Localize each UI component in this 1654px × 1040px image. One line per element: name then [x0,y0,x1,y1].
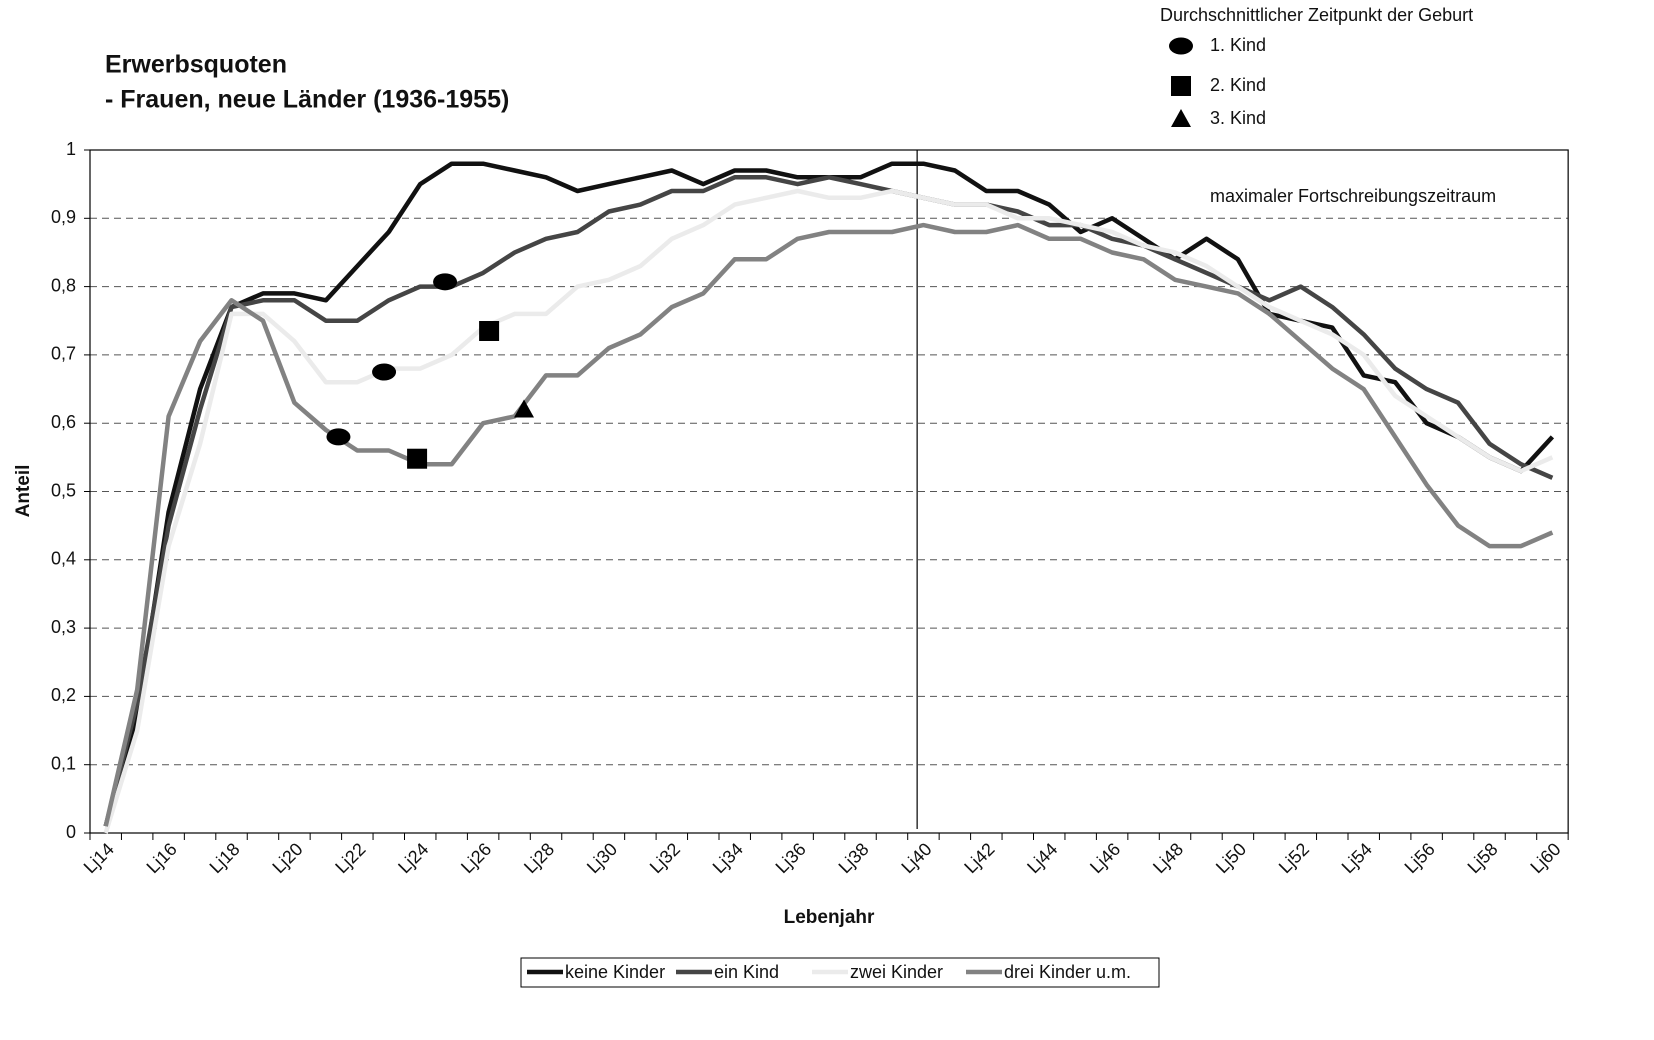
birth-legend-label: 2. Kind [1210,75,1266,95]
birth-legend-symbol [1171,109,1191,127]
x-tick-label: Lj60 [1526,839,1564,877]
y-tick-label: 0,9 [51,207,76,227]
y-tick-label: 0,8 [51,275,76,295]
legend-label: keine Kinder [565,962,665,982]
birth-marker [372,363,397,381]
legend-label: zwei Kinder [850,962,943,982]
birth-marker [433,273,458,291]
y-tick-label: 0,6 [51,412,76,432]
y-tick-label: 0,5 [51,480,76,500]
x-tick-label: Lj40 [897,839,935,877]
y-tick-label: 1 [66,139,76,159]
legend-label: drei Kinder u.m. [1004,962,1131,982]
x-tick-label: Lj50 [1212,839,1250,877]
x-tick-label: Lj44 [1023,839,1061,877]
series-line [103,188,1554,834]
birth-legend-symbol [1171,76,1191,96]
x-tick-label: Lj56 [1401,839,1439,877]
x-tick-label: Lj54 [1338,839,1376,877]
birth-marker [479,320,500,341]
x-tick-label: Lj18 [206,839,244,877]
x-axis-label: Lebenjahr [784,907,875,928]
x-tick-label: Lj28 [520,839,558,877]
birth-legend-label: 3. Kind [1210,108,1266,128]
birth-marker [407,448,428,469]
y-tick-label: 0,4 [51,549,76,569]
x-tick-label: Lj36 [772,839,810,877]
x-tick-label: Lj32 [646,839,684,877]
y-tick-label: 0,3 [51,617,76,637]
x-tick-label: Lj48 [1149,839,1187,877]
vline-label: maximaler Fortschreibungszeitraum [1210,186,1496,206]
x-tick-label: Lj46 [1086,839,1124,877]
y-tick-label: 0 [66,822,76,842]
x-tick-label: Lj30 [583,839,621,877]
x-tick-label: Lj22 [331,839,369,877]
x-tick-label: Lj52 [1275,839,1313,877]
x-tick-label: Lj20 [268,839,306,877]
legend-label: ein Kind [714,962,779,982]
birth-legend-symbol [1169,37,1193,55]
birth-legend-title: Durchschnittlicher Zeitpunkt der Geburt [1160,5,1473,25]
y-tick-label: 0,7 [51,344,76,364]
chart-title: Erwerbsquoten [105,51,287,79]
series-line [103,222,1554,827]
x-tick-label: Lj42 [960,839,998,877]
series-line [103,175,1554,827]
y-axis-label: Anteil [13,465,34,518]
x-tick-label: Lj38 [835,839,873,877]
x-tick-label: Lj14 [80,839,118,877]
x-tick-label: Lj58 [1464,839,1502,877]
x-tick-label: Lj34 [709,839,747,877]
birth-marker [514,399,535,418]
y-tick-label: 0,1 [51,753,76,773]
x-tick-label: Lj24 [394,839,432,877]
series-line [103,161,1555,827]
x-tick-label: Lj16 [143,839,181,877]
birth-legend-label: 1. Kind [1210,35,1266,55]
legend-box [520,957,1160,988]
birth-marker [326,428,351,446]
chart-subtitle: - Frauen, neue Länder (1936-1955) [105,86,509,114]
plot-frame [89,149,1569,834]
y-tick-label: 0,2 [51,685,76,705]
x-tick-label: Lj26 [457,839,495,877]
